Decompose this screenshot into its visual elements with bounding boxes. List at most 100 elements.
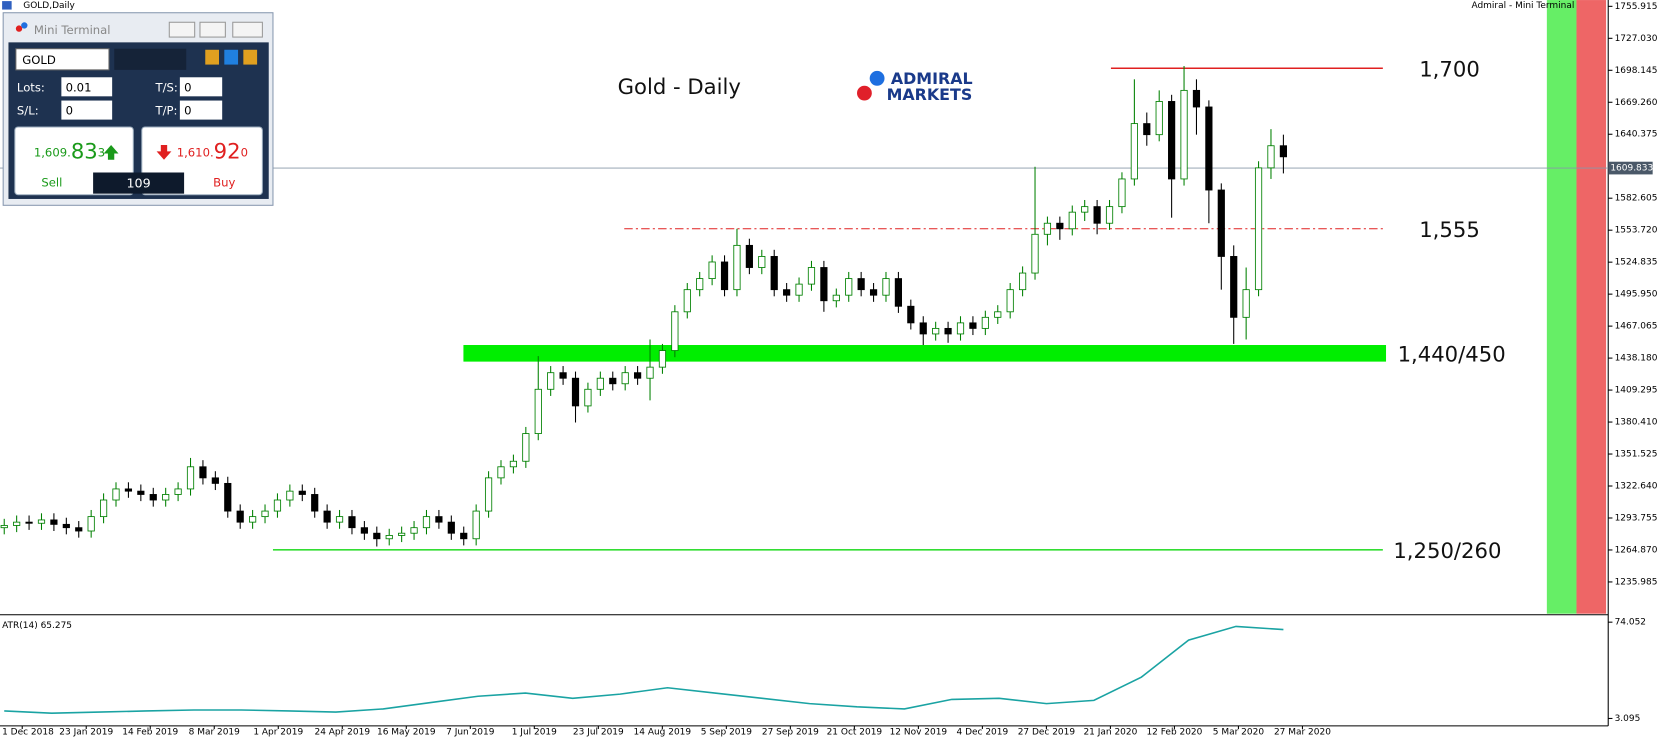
- candle-body: [894, 278, 903, 307]
- candle-body: [286, 490, 294, 501]
- window-title: GOLD,Daily: [23, 1, 75, 11]
- candle-body: [410, 527, 418, 534]
- label: Lots:: [17, 80, 45, 94]
- down-arrow: [156, 144, 172, 160]
- green-strip: [1546, 0, 1577, 614]
- candle-body: [484, 477, 493, 512]
- candle-body: [981, 316, 989, 329]
- y-tick-label: 1727.030: [1615, 34, 1658, 44]
- logo-dot: [857, 85, 872, 101]
- tp-input[interactable]: [179, 100, 223, 120]
- value: 0.01: [66, 80, 92, 94]
- minimize-button[interactable]: [168, 21, 196, 38]
- sl-input[interactable]: [61, 100, 113, 120]
- x-tick-label: 1 Dec 2018: [2, 728, 54, 738]
- candle-body: [1130, 123, 1138, 180]
- candle-body: [1279, 145, 1287, 158]
- price-part: 83: [71, 138, 98, 163]
- candle-body: [25, 521, 33, 524]
- candle-body: [509, 460, 518, 468]
- label: T/S:: [155, 80, 178, 94]
- tool-button[interactable]: [243, 49, 258, 65]
- x-tick-label: 1 Apr 2019: [253, 728, 303, 738]
- x-tick-label: 16 May 2019: [377, 728, 436, 738]
- window-icon: [2, 1, 12, 10]
- ts-input[interactable]: [179, 77, 223, 97]
- candle-body: [1180, 89, 1188, 180]
- candle-body: [795, 283, 803, 296]
- label: T/P:: [155, 104, 178, 118]
- x-tick-label: 27 Sep 2019: [762, 728, 819, 738]
- candle-body: [385, 535, 393, 540]
- x-tick-label: 5 Mar 2020: [1213, 728, 1265, 738]
- y-tick-label: 1380.410: [1615, 418, 1658, 428]
- candle-body: [919, 322, 927, 335]
- x-tick-label: 8 Mar 2019: [189, 728, 241, 738]
- level-label: 1,555: [1419, 217, 1480, 242]
- candle-body: [907, 305, 915, 324]
- candle-body: [609, 377, 617, 385]
- candle-body: [99, 499, 108, 518]
- tool-button[interactable]: [205, 49, 220, 65]
- candle-body: [522, 433, 530, 462]
- y-tick-label: 1495.950: [1615, 290, 1658, 300]
- candle-body: [37, 519, 46, 524]
- symbol-select[interactable]: [15, 48, 110, 71]
- candle-body: [1230, 256, 1238, 318]
- x-tick-label: 23 Jan 2019: [59, 728, 113, 738]
- y-tick-label: 1755.915: [1615, 2, 1658, 12]
- x-tick-label: 21 Oct 2019: [827, 728, 883, 738]
- candle-body: [273, 499, 282, 512]
- candle-body: [186, 466, 195, 490]
- x-tick-label: 14 Aug 2019: [634, 728, 692, 738]
- y-tick-label: 1322.640: [1615, 482, 1658, 492]
- candle-body: [571, 377, 580, 407]
- lots-input[interactable]: [61, 77, 113, 97]
- spread: 109: [126, 176, 150, 191]
- candle-body: [162, 494, 170, 501]
- candle-body: [1217, 189, 1225, 257]
- candle-body: [1068, 211, 1076, 230]
- atr-label: ATR(14) 65.275: [2, 621, 72, 631]
- y-tick-label: 1524.835: [1615, 258, 1658, 268]
- candle-body: [1006, 289, 1014, 313]
- buy-price: 1,610.920: [177, 138, 248, 163]
- sell-price: 1,609.833: [34, 138, 105, 163]
- candle-body: [696, 278, 704, 291]
- candle-body: [1056, 222, 1064, 230]
- mt-icon: [15, 25, 23, 32]
- maximize-button[interactable]: [199, 21, 226, 38]
- atr-line: [4, 625, 1284, 714]
- price-part: 1,610.: [177, 145, 214, 159]
- candle-body: [770, 256, 778, 291]
- candle-body: [261, 510, 269, 518]
- candle-body: [1093, 206, 1101, 224]
- candle-body: [1254, 167, 1263, 291]
- candle-body: [882, 278, 890, 296]
- candle-body: [323, 510, 331, 523]
- candle-body: [1031, 233, 1039, 274]
- symbol: GOLD: [22, 53, 56, 67]
- y-tick-label: 1438.180: [1615, 354, 1658, 364]
- candle-body: [845, 278, 853, 296]
- candle-body: [708, 261, 716, 280]
- close-button[interactable]: [232, 21, 263, 38]
- candle-body: [224, 482, 232, 512]
- label: S/L:: [17, 104, 39, 118]
- candle-body: [733, 244, 741, 291]
- level-band: [463, 345, 1387, 362]
- candle-body: [932, 327, 940, 335]
- candle-body: [559, 372, 567, 379]
- y-tick-label: 1293.755: [1615, 513, 1658, 523]
- red-strip: [1576, 0, 1607, 614]
- settings-button[interactable]: [224, 49, 239, 65]
- y-tick-label: 1669.260: [1615, 98, 1658, 108]
- candle-body: [857, 278, 865, 291]
- x-tick-label: 23 Jul 2019: [573, 728, 624, 738]
- candle-body: [1155, 101, 1163, 136]
- candle-body: [1018, 272, 1027, 291]
- x-tick-label: 12 Nov 2019: [890, 728, 948, 738]
- candle-body: [584, 388, 592, 407]
- buy-label: Buy: [213, 176, 235, 190]
- candle-body: [758, 256, 766, 268]
